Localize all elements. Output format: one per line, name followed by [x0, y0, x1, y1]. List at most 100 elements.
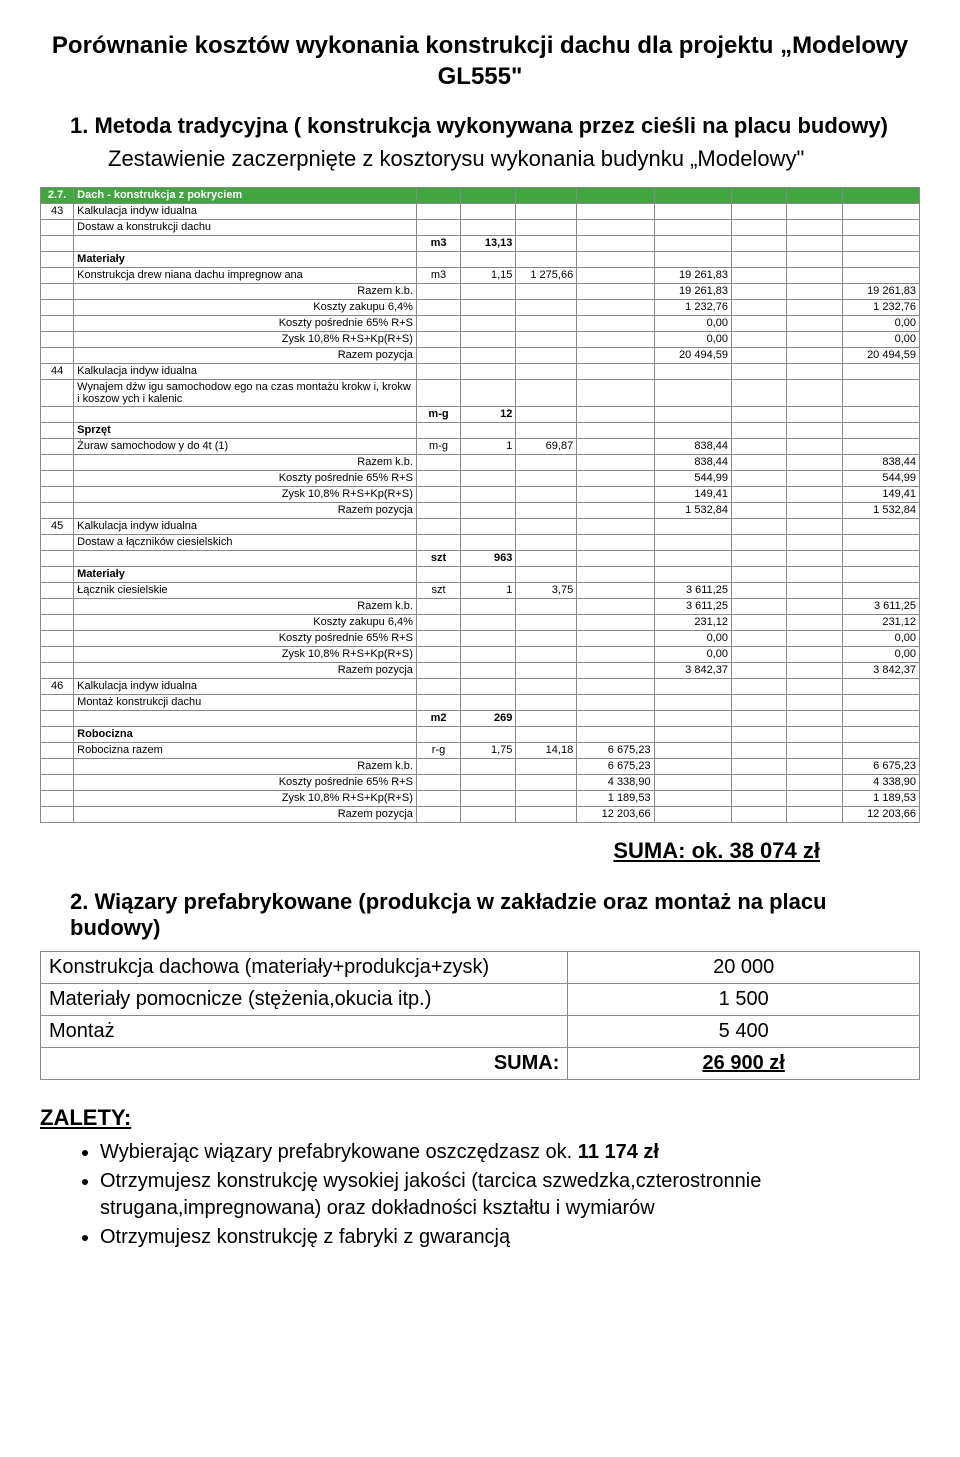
method1-sum: SUMA: ok. 38 074 zł [40, 838, 820, 864]
qty-cell: 1,15 [461, 267, 516, 283]
table-row: Razem k.b. 6 675,23 6 675,23 [41, 758, 920, 774]
value-cell: 3 842,37 [842, 662, 919, 678]
value-cell: 19 261,83 [842, 283, 919, 299]
value-cell: 0,00 [654, 646, 731, 662]
table-row: m2 269 [41, 710, 920, 726]
qty-cell: 1 [461, 438, 516, 454]
table-row: Montaż konstrukcji dachu [41, 694, 920, 710]
value-cell: 0,00 [842, 630, 919, 646]
value-cell: 12 203,66 [577, 806, 654, 822]
desc-cell: Robocizna razem [74, 742, 417, 758]
desc-cell: Wynajem dźw igu samochodow ego na czas m… [74, 379, 417, 406]
desc-cell: Materiały [74, 251, 417, 267]
qty-cell: 12 [461, 406, 516, 422]
unit-cell: m3 [416, 267, 460, 283]
desc-cell: Kalkulacja indyw idualna [74, 363, 417, 379]
page-title: Porównanie kosztów wykonania konstrukcji… [40, 30, 920, 92]
summary-value: 5 400 [568, 1015, 920, 1047]
desc-cell: Zysk 10,8% R+S+Kp(R+S) [74, 331, 417, 347]
benefits-list: Wybierając wiązary prefabrykowane oszczę… [40, 1139, 920, 1251]
value-cell: 0,00 [654, 315, 731, 331]
desc-cell: Żuraw samochodow y do 4t (1) [74, 438, 417, 454]
table-row: Konstrukcja dachowa (materiały+produkcja… [41, 951, 920, 983]
lp-cell: 43 [41, 203, 74, 219]
unit-cell: r-g [416, 742, 460, 758]
cost-table: 2.7. Dach - konstrukcja z pokryciem 43 K… [40, 187, 920, 823]
desc-cell: Zysk 10,8% R+S+Kp(R+S) [74, 790, 417, 806]
table-row: Koszty pośrednie 65% R+S 544,99 544,99 [41, 470, 920, 486]
desc-cell: Dostaw a konstrukcji dachu [74, 219, 417, 235]
table-row: Zysk 10,8% R+S+Kp(R+S) 0,00 0,00 [41, 646, 920, 662]
desc-cell: Zysk 10,8% R+S+Kp(R+S) [74, 646, 417, 662]
value-cell: 0,00 [654, 630, 731, 646]
table-row: Robocizna razem r-g 1,75 14,18 6 675,23 [41, 742, 920, 758]
desc-cell: Koszty pośrednie 65% R+S [74, 470, 417, 486]
qty-cell: 1 [461, 582, 516, 598]
table-row: 43 Kalkulacja indyw idualna [41, 203, 920, 219]
lp-cell: 46 [41, 678, 74, 694]
method1-heading: 1. Metoda tradycyjna ( konstrukcja wykon… [70, 112, 920, 141]
desc-cell: Konstrukcja drew niana dachu impregnow a… [74, 267, 417, 283]
table-row: Dostaw a konstrukcji dachu [41, 219, 920, 235]
value-cell: 1 232,76 [842, 299, 919, 315]
price-cell: 69,87 [516, 438, 577, 454]
lp-cell: 44 [41, 363, 74, 379]
table-row: Razem k.b. 3 611,25 3 611,25 [41, 598, 920, 614]
table-row: Razem pozycja 20 494,59 20 494,59 [41, 347, 920, 363]
value-cell: 544,99 [654, 470, 731, 486]
value-cell: 19 261,83 [654, 283, 731, 299]
value-cell: 3 842,37 [654, 662, 731, 678]
desc-cell: Razem k.b. [74, 598, 417, 614]
table-row: Wynajem dźw igu samochodow ego na czas m… [41, 379, 920, 406]
table-row: 46 Kalkulacja indyw idualna [41, 678, 920, 694]
method2-heading: 2. Wiązary prefabrykowane (produkcja w z… [70, 889, 920, 941]
desc-cell: Razem pozycja [74, 502, 417, 518]
table-row: 44 Kalkulacja indyw idualna [41, 363, 920, 379]
unit-cell: m-g [416, 406, 460, 422]
price-cell: 3,75 [516, 582, 577, 598]
table-row: SUMA: 26 900 zł [41, 1047, 920, 1079]
desc-cell: Dostaw a łączników ciesielskich [74, 534, 417, 550]
value-cell: 12 203,66 [842, 806, 919, 822]
summary-value: 26 900 zł [568, 1047, 920, 1079]
qty-cell: 269 [461, 710, 516, 726]
desc-cell: Razem pozycja [74, 347, 417, 363]
table-row: Materiały [41, 251, 920, 267]
value-cell: 149,41 [842, 486, 919, 502]
table-row: Sprzęt [41, 422, 920, 438]
value-cell: 838,44 [842, 454, 919, 470]
table-row: Materiały [41, 566, 920, 582]
desc-cell: Razem k.b. [74, 758, 417, 774]
value-cell: 544,99 [842, 470, 919, 486]
table-row: Żuraw samochodow y do 4t (1) m-g 1 69,87… [41, 438, 920, 454]
benefits-title: ZALETY: [40, 1105, 920, 1131]
value-cell: 1 532,84 [654, 502, 731, 518]
table-row: szt 963 [41, 550, 920, 566]
value-cell: 3 611,25 [842, 598, 919, 614]
table-row: Koszty pośrednie 65% R+S 4 338,90 4 338,… [41, 774, 920, 790]
summary-table: Konstrukcja dachowa (materiały+produkcja… [40, 951, 920, 1080]
value-cell: 6 675,23 [577, 742, 654, 758]
value-cell: 149,41 [654, 486, 731, 502]
table-row: m-g 12 [41, 406, 920, 422]
value-cell: 0,00 [842, 331, 919, 347]
list-item: Wybierając wiązary prefabrykowane oszczę… [100, 1139, 920, 1166]
summary-label: Konstrukcja dachowa (materiały+produkcja… [41, 951, 568, 983]
list-item: Otrzymujesz konstrukcję wysokiej jakości… [100, 1168, 920, 1222]
desc-cell: Materiały [74, 566, 417, 582]
table-row: Razem k.b. 19 261,83 19 261,83 [41, 283, 920, 299]
value-cell: 4 338,90 [842, 774, 919, 790]
price-cell: 14,18 [516, 742, 577, 758]
desc-cell: Koszty pośrednie 65% R+S [74, 630, 417, 646]
table-row: Konstrukcja drew niana dachu impregnow a… [41, 267, 920, 283]
table-row: Zysk 10,8% R+S+Kp(R+S) 0,00 0,00 [41, 331, 920, 347]
value-cell: 1 532,84 [842, 502, 919, 518]
qty-cell: 13,13 [461, 235, 516, 251]
method1-sub: Zestawienie zaczerpnięte z kosztorysu wy… [108, 146, 920, 172]
desc-cell: Kalkulacja indyw idualna [74, 678, 417, 694]
table-row: Koszty zakupu 6,4% 1 232,76 1 232,76 [41, 299, 920, 315]
table-row: 45 Kalkulacja indyw idualna [41, 518, 920, 534]
desc-cell: Koszty pośrednie 65% R+S [74, 774, 417, 790]
table-row: Razem pozycja 12 203,66 12 203,66 [41, 806, 920, 822]
unit-cell: m-g [416, 438, 460, 454]
